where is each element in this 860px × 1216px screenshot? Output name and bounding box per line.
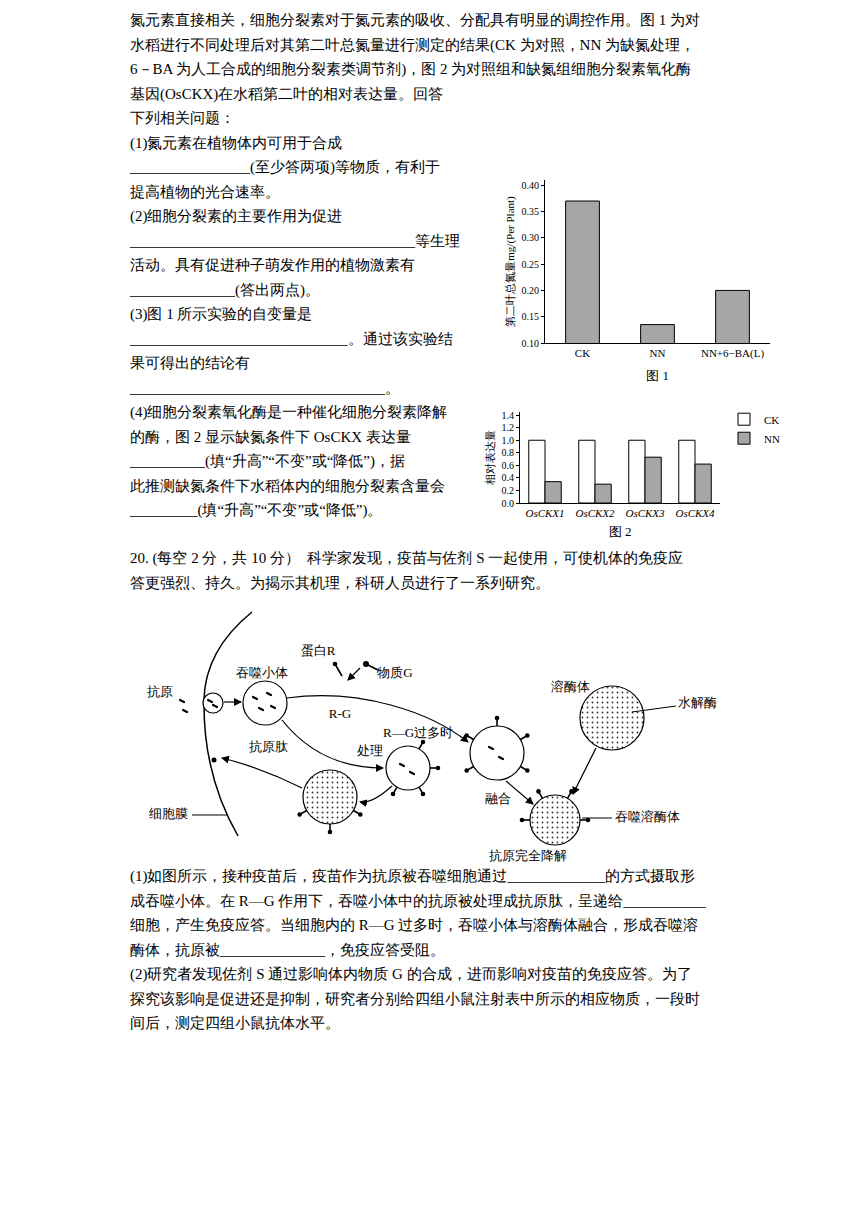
- html-text:(1)氮元素在植物体内可用于合成: (1)氮元素在植物体内可用于合成: [130, 134, 343, 151]
- svg-text:0.25: 0.25: [522, 259, 540, 270]
- html-text:提高植物的光合速率。: 提高植物的光合速率。: [130, 183, 280, 200]
- html-text:下列相关问题：: 下列相关问题：: [130, 110, 235, 126]
- svg-text:NN: NN: [650, 347, 666, 359]
- svg-text:0.2: 0.2: [502, 485, 515, 496]
- svg-text:吞噬小体: 吞噬小体: [236, 665, 288, 680]
- svg-text:抗原: 抗原: [147, 684, 173, 699]
- svg-text:1.0: 1.0: [502, 435, 515, 446]
- svg-text:图 2: 图 2: [609, 524, 632, 539]
- svg-text:R—G过多时: R—G过多时: [383, 725, 453, 740]
- html-text:此推测缺氮条件下水稻体内的细胞分裂素含量会: 此推测缺氮条件下水稻体内的细胞分裂素含量会: [130, 477, 445, 494]
- html-text:20. (每空 2 分，共 10 分） 科学家发现，疫苗与佐: 20. (每空 2 分，共 10 分） 科学家发现，疫苗与佐剂 S 一起使用，可…: [130, 550, 684, 566]
- svg-text:细胞膜: 细胞膜: [149, 806, 188, 821]
- svg-text:0.8: 0.8: [502, 447, 515, 458]
- html-text:(2)研究者发现佐剂 S 通过影响体内物质 G 的合成，进而: (2)研究者发现佐剂 S 通过影响体内物质 G 的合成，进而影响对疫苗的免疫应答…: [130, 966, 692, 982]
- html-text:(4)细胞分裂素氧化酶是一种催化细胞分裂素降解: (4)细胞分裂素氧化酶是一种催化细胞分裂素降解: [130, 404, 448, 420]
- html-text:活动。具有促进种子萌发作用的植物激素有: 活动。具有促进种子萌发作用的植物激素有: [130, 257, 415, 273]
- svg-text:吞噬溶酶体: 吞噬溶酶体: [615, 809, 680, 824]
- svg-text:水解酶: 水解酶: [678, 695, 717, 710]
- html-text:氮元素直接相关，细胞分裂素对于氮元素的吸收、分配具有明显的调: 氮元素直接相关，细胞分裂素对于氮元素的吸收、分配具有明显的调控作用。图 1 为对: [130, 12, 700, 28]
- html-text:(1)如图所示，接种疫苗后，疫苗作为抗原被吞噬细胞通过___: (1)如图所示，接种疫苗后，疫苗作为抗原被吞噬细胞通过_____________…: [130, 868, 695, 884]
- html-text:水稻进行不同处理后对其第二叶总氮量进行测定的结果(CK 为对: 水稻进行不同处理后对其第二叶总氮量进行测定的结果(CK 为对照，NN 为缺氮处理…: [130, 36, 695, 53]
- svg-text:0.40: 0.40: [522, 180, 540, 191]
- svg-text:1.2: 1.2: [502, 422, 515, 433]
- svg-text:OsCKX1: OsCKX1: [525, 507, 564, 519]
- svg-text:OsCKX2: OsCKX2: [575, 507, 615, 519]
- svg-text:抗原完全降解: 抗原完全降解: [489, 848, 567, 863]
- html-text:__________(填“升高”“不变”或“降低”)，据: __________(填“升高”“不变”或“降低”)，据: [130, 453, 405, 469]
- svg-text:物质G: 物质G: [377, 665, 412, 680]
- svg-text:相对表达量: 相对表达量: [484, 430, 496, 485]
- svg-text:NN+6−BA(L): NN+6−BA(L): [701, 347, 764, 360]
- svg-text:图 1: 图 1: [646, 368, 669, 383]
- html-text:果可得出的结论有: 果可得出的结论有: [130, 355, 250, 371]
- svg-text:1.4: 1.4: [502, 410, 515, 421]
- html-text:细胞，产生免疫应答。当细胞内的 R—G 过多时，吞噬小体与溶: 细胞，产生免疫应答。当细胞内的 R—G 过多时，吞噬小体与溶酶体融合，形成吞噬溶: [130, 917, 699, 933]
- html-text:基因(OsCKX)在水稻第二叶的相对表达量。回答: 基因(OsCKX)在水稻第二叶的相对表达量。回答: [130, 85, 444, 102]
- html-text:酶体，抗原被______________，免疫应答受阻。: 酶体，抗原被______________，免疫应答受阻。: [130, 941, 445, 958]
- svg-text:第二叶总氮量mg/(Per Plant): 第二叶总氮量mg/(Per Plant): [504, 196, 517, 327]
- svg-text:溶酶体: 溶酶体: [551, 679, 590, 694]
- html-text:________________(至少答两项)等物质，有利于: ________________(至少答两项)等物质，有利于: [130, 159, 440, 175]
- html-text:______________(答出两点)。: ______________(答出两点)。: [130, 281, 320, 298]
- svg-text:处理: 处理: [357, 743, 383, 758]
- svg-text:0.6: 0.6: [502, 460, 515, 471]
- svg-text:NN: NN: [764, 433, 780, 445]
- svg-text:0.15: 0.15: [522, 311, 540, 322]
- svg-text:抗原肽: 抗原肽: [249, 739, 288, 754]
- svg-text:OsCKX4: OsCKX4: [675, 507, 715, 519]
- svg-text:0.20: 0.20: [522, 285, 540, 296]
- html-text:成吞噬小体。在 R—G 作用下，吞噬小体中的抗原被处理成抗原: 成吞噬小体。在 R—G 作用下，吞噬小体中的抗原被处理成抗原肽，呈递给_____…: [130, 892, 706, 909]
- svg-text:CK: CK: [764, 414, 779, 426]
- html-text:(3)图 1 所示实验的自变量是: (3)图 1 所示实验的自变量是: [130, 306, 313, 322]
- svg-text:0.35: 0.35: [522, 206, 540, 217]
- html-text:6－BA 为人工合成的细胞分裂素类调节剂)，图 2 为对照组: 6－BA 为人工合成的细胞分裂素类调节剂)，图 2 为对照组和缺氮组细胞分裂素氧…: [130, 61, 692, 77]
- html-text:_____________________________。: _____________________________。通过该实验结: [130, 330, 453, 347]
- svg-text:OsCKX3: OsCKX3: [625, 507, 665, 519]
- html-text:______________________________: ______________________________________等生…: [130, 232, 460, 249]
- svg-text:0.30: 0.30: [522, 232, 540, 243]
- svg-text:0.4: 0.4: [502, 472, 515, 483]
- svg-text:0.10: 0.10: [522, 338, 540, 349]
- svg-text:R-G: R-G: [329, 706, 351, 721]
- html-text:探究该影响是促进还是抑制，研究者分别给四组小鼠注射表中所示的: 探究该影响是促进还是抑制，研究者分别给四组小鼠注射表中所示的相应物质，一段时: [130, 990, 700, 1007]
- svg-text:融合: 融合: [485, 791, 511, 806]
- html-text:(2)细胞分裂素的主要作用为促进: (2)细胞分裂素的主要作用为促进: [130, 208, 343, 224]
- svg-text:CK: CK: [575, 347, 590, 359]
- html-text:_________(填“升高”“不变”或“降低”)。: _________(填“升高”“不变”或“降低”)。: [130, 502, 383, 518]
- svg-text:0.0: 0.0: [502, 498, 515, 509]
- svg-text:蛋白R: 蛋白R: [301, 643, 336, 658]
- html-text:的酶，图 2 显示缺氮条件下 OsCKX 表达量: 的酶，图 2 显示缺氮条件下 OsCKX 表达量: [130, 428, 411, 445]
- html-text:间后，测定四组小鼠抗体水平。: 间后，测定四组小鼠抗体水平。: [130, 1015, 340, 1031]
- html-text:答更强烈、持久。为揭示其机理，科研人员进行了一系列研究。: 答更强烈、持久。为揭示其机理，科研人员进行了一系列研究。: [130, 574, 550, 591]
